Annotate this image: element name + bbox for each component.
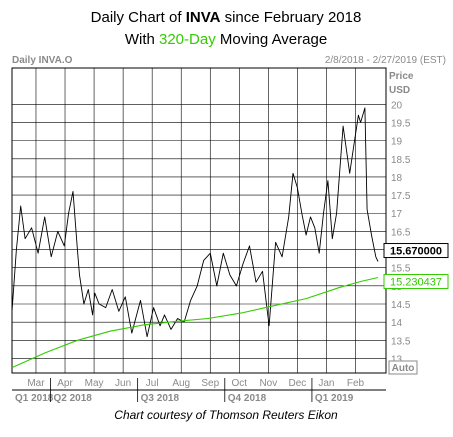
subtitle-prefix: With: [125, 31, 159, 48]
y-tick-label: 17: [391, 209, 403, 220]
date-range: 2/8/2018 - 2/27/2019 (EST): [325, 55, 446, 66]
month-label: Jul: [146, 378, 159, 389]
y-tick-label: 20: [391, 100, 403, 111]
y-tick-label: 17.5: [391, 191, 411, 202]
title-prefix: Daily Chart of: [91, 9, 186, 26]
quarter-label: Q2 2018: [54, 393, 93, 404]
y-tick-label: 16.5: [391, 227, 411, 238]
quarter-label: Q3 2018: [141, 393, 180, 404]
quarter-labels: Q1 2018 Q2 2018 Q3 2018 Q4 2018 Q1 2019: [15, 378, 354, 404]
y-tick-label: 13.5: [391, 336, 411, 347]
last-ma-label: 15.230437: [390, 277, 442, 289]
auto-button-label[interactable]: Auto: [392, 363, 415, 374]
month-label: Mar: [27, 378, 45, 389]
auto-button-frame[interactable]: [388, 360, 418, 375]
series-layer: [11, 107, 379, 369]
y-tick-label: 13: [391, 354, 403, 365]
month-label: Dec: [289, 378, 307, 389]
month-label: Apr: [57, 378, 73, 389]
chart-title: Daily Chart of INVA since February 2018: [91, 9, 362, 26]
month-label: Oct: [232, 378, 248, 389]
auto-button[interactable]: Auto: [388, 360, 418, 375]
y-tick-label: 19.5: [391, 118, 411, 129]
quarter-label: Q1 2019: [315, 393, 354, 404]
currency-unit-label: USD: [389, 85, 410, 96]
last-price-label-box: [383, 243, 449, 259]
month-label: Jun: [115, 378, 131, 389]
subtitle-highlight: 320-Day: [159, 31, 216, 48]
price-line: [11, 107, 379, 338]
quarter-label: Q1 2018: [15, 393, 54, 404]
title-suffix: since February 2018: [220, 9, 361, 26]
month-label: Nov: [259, 378, 277, 389]
plot-area: [11, 67, 387, 374]
month-label: Feb: [347, 378, 365, 389]
y-tick-label: 14.5: [391, 300, 411, 311]
y-tick-label: 19: [391, 137, 403, 148]
month-label: Jan: [318, 378, 334, 389]
y-tick-label: 15.5: [391, 264, 411, 275]
month-label: May: [85, 378, 104, 389]
price-unit-label: Price: [389, 71, 414, 82]
last-ma-label-box: [383, 274, 449, 290]
panel-label: Daily INVA.O: [12, 55, 73, 66]
y-tick-label: 18: [391, 173, 403, 184]
y-tick-label: 18.5: [391, 155, 411, 166]
last-price-label: 15.670000: [390, 246, 442, 258]
chart-credit: Chart courtesy of Thomson Reuters Eikon: [114, 408, 338, 422]
month-label: Sep: [201, 378, 219, 389]
grid: [12, 68, 386, 373]
y-tick-label: 14: [391, 318, 403, 329]
value-labels: 15.670000 15.230437: [383, 243, 449, 290]
subtitle-suffix: Moving Average: [216, 31, 327, 48]
month-label: Aug: [172, 378, 190, 389]
quarter-label: Q4 2018: [228, 393, 267, 404]
y-tick-labels: 1313.51414.51515.51616.51717.51818.51919…: [391, 100, 411, 365]
month-labels: Mar Apr May Jun Jul Aug Sep Oct Nov Dec Jan Feb: [27, 378, 364, 389]
moving-average-line: [11, 276, 379, 369]
title-ticker: INVA: [186, 9, 221, 26]
chart-subtitle: With 320-Day Moving Average: [125, 31, 327, 48]
